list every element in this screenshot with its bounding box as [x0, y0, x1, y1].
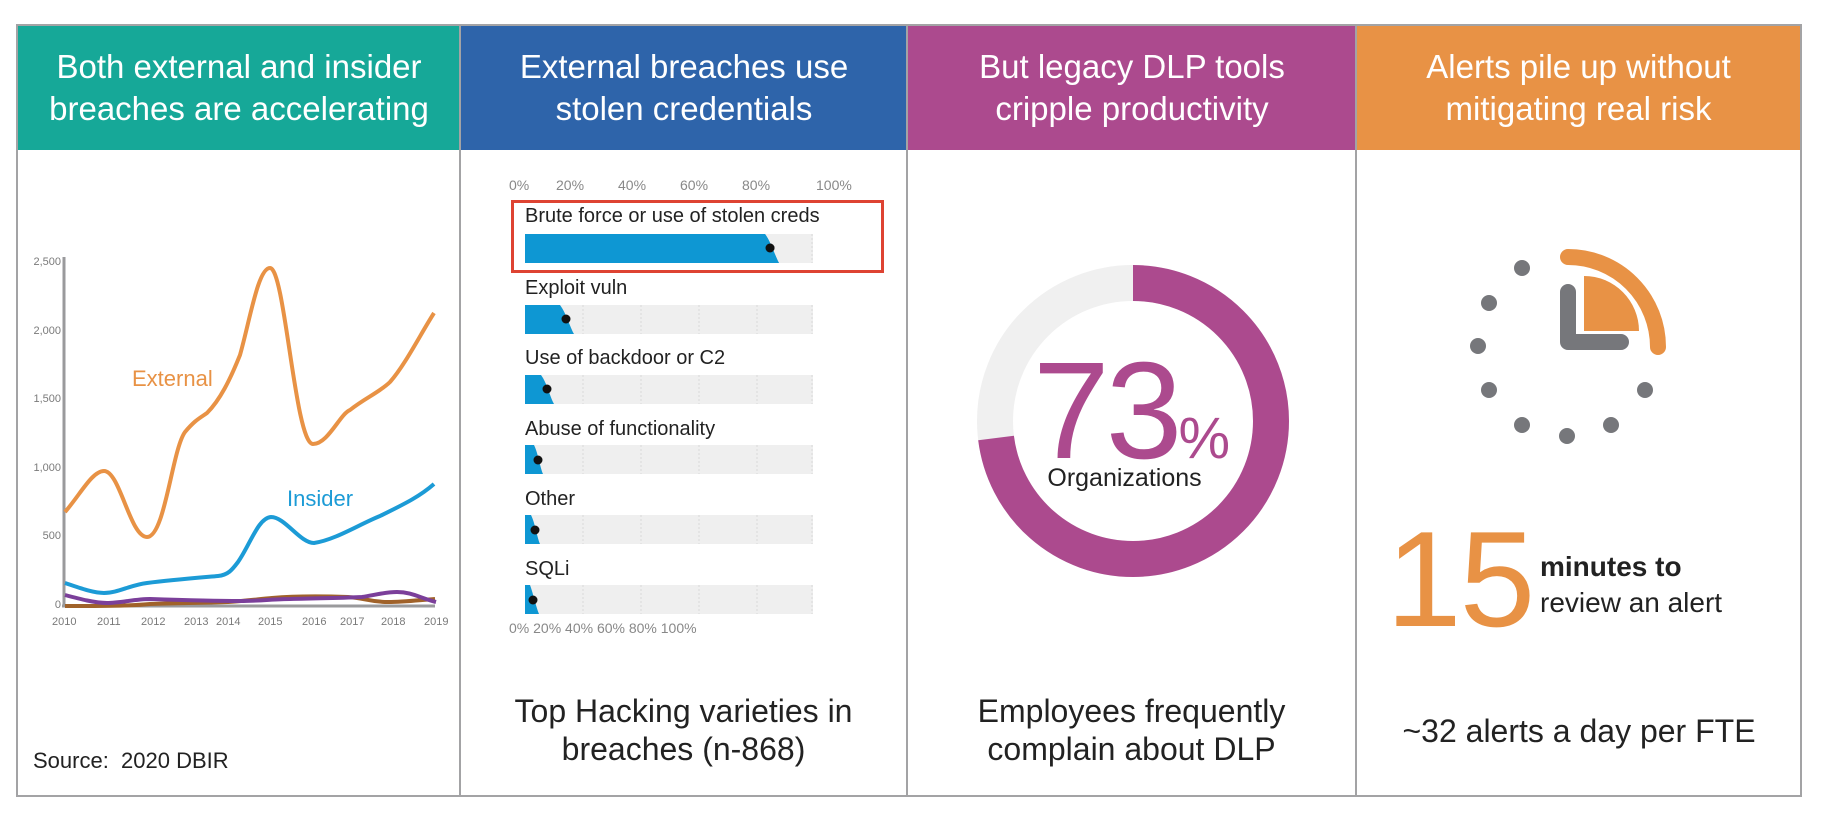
- infographic-frame: [16, 24, 1802, 797]
- bar-fill: [525, 585, 813, 614]
- x-tick: 2011: [97, 616, 121, 628]
- bar-fill: [525, 445, 813, 474]
- external-series-label: External: [132, 366, 213, 391]
- x-tick-top: 20%: [556, 177, 585, 193]
- bar-label: Abuse of functionality: [525, 418, 716, 440]
- panel-divider: [906, 24, 908, 797]
- series-3-line: [64, 589, 437, 606]
- donut-chart: [977, 265, 1289, 577]
- x-tick: 2010: [52, 616, 77, 628]
- y-tick: 0: [54, 599, 61, 611]
- x-tick-top: 80%: [742, 177, 771, 193]
- minutes-stat-text: minutes to review an alert: [1540, 549, 1722, 621]
- bar-track: [525, 585, 813, 614]
- panel-header: Both external and insider breaches are a…: [18, 26, 460, 150]
- panel-stolen-credentials: External breaches use stolen credentials…: [460, 24, 907, 797]
- bar-label: Other: [525, 488, 576, 510]
- panel-header: But legacy DLP tools cripple productivit…: [908, 26, 1356, 150]
- panel-title: But legacy DLP tools cripple productivit…: [979, 48, 1285, 127]
- bar-fill: [525, 375, 813, 404]
- panel-breaches-accelerating: Both external and insider breaches are a…: [16, 24, 460, 797]
- source-note: Source: 2020 DBIR: [33, 748, 229, 773]
- chart-caption: ~32 alerts a day per FTE: [1402, 713, 1756, 749]
- minutes-big-number: 15: [1386, 503, 1535, 655]
- bar-label: Brute force or use of stolen creds: [525, 205, 820, 227]
- panel-dlp-productivity: But legacy DLP tools cripple productivit…: [907, 24, 1356, 797]
- x-tick-top: 40%: [618, 177, 647, 193]
- bar-track: [525, 305, 813, 334]
- x-tick-top: 0%: [509, 177, 530, 193]
- clock-quarter-icon: [1470, 249, 1666, 444]
- external-line: [63, 265, 436, 540]
- bar-label: Use of backdoor or C2: [525, 347, 726, 369]
- x-tick-top: 100%: [816, 177, 852, 193]
- chart-caption: Employees frequently complain about DLP: [977, 693, 1286, 767]
- bar-fill: [525, 305, 813, 334]
- chart-caption: Top Hacking varieties in breaches (n-868…: [514, 693, 853, 767]
- x-tick: 2018: [381, 616, 406, 628]
- bar-track: [525, 445, 813, 474]
- x-tick-top: 60%: [680, 177, 709, 193]
- bar-fill: [525, 234, 813, 263]
- y-tick: 2,500: [33, 256, 61, 268]
- x-axis-bottom-labels: 0% 20% 40% 60% 80% 100%: [509, 620, 697, 636]
- donut-label: Organizations: [1047, 464, 1202, 492]
- bar-track: [525, 375, 813, 404]
- bar-label: SQLi: [525, 558, 570, 580]
- panel-divider: [459, 24, 461, 797]
- bar-label: Exploit vuln: [525, 277, 628, 299]
- y-tick: 1,000: [33, 462, 61, 474]
- x-tick: 2013: [184, 616, 209, 628]
- x-tick: 2017: [340, 616, 365, 628]
- percent-sign: %: [1178, 406, 1231, 471]
- panel-header: External breaches use stolen credentials: [461, 26, 907, 150]
- panel-title: Alerts pile up without mitigating real r…: [1426, 48, 1731, 127]
- stat-rest: review an alert: [1540, 587, 1723, 618]
- donut-value: 73%: [907, 342, 1356, 480]
- big-number: 73: [1032, 334, 1182, 488]
- x-tick: 2014: [216, 616, 241, 628]
- y-tick: 1,500: [33, 393, 61, 405]
- panel-alerts: Alerts pile up without mitigating real r…: [1356, 24, 1802, 797]
- x-tick: 2019: [424, 616, 449, 628]
- highlight-box: [511, 200, 884, 273]
- stat-bold: minutes to: [1540, 551, 1682, 582]
- line-chart: 2,500 2,000 1,500 1,000 500 0 2010 2011 …: [16, 24, 460, 797]
- insider-series-label: Insider: [287, 486, 354, 511]
- panel-divider: [1355, 24, 1357, 797]
- bar-track: [525, 515, 813, 544]
- y-tick: 500: [42, 530, 61, 542]
- y-tick: 2,000: [33, 325, 61, 337]
- x-tick: 2015: [258, 616, 283, 628]
- insider-line: [64, 482, 436, 596]
- x-tick: 2016: [302, 616, 327, 628]
- panel-header: Alerts pile up without mitigating real r…: [1357, 26, 1800, 150]
- x-tick: 2012: [141, 616, 166, 628]
- panel-title: Both external and insider breaches are a…: [49, 48, 429, 127]
- panel-title: External breaches use stolen credentials: [519, 48, 849, 127]
- bar-fill: [525, 515, 813, 544]
